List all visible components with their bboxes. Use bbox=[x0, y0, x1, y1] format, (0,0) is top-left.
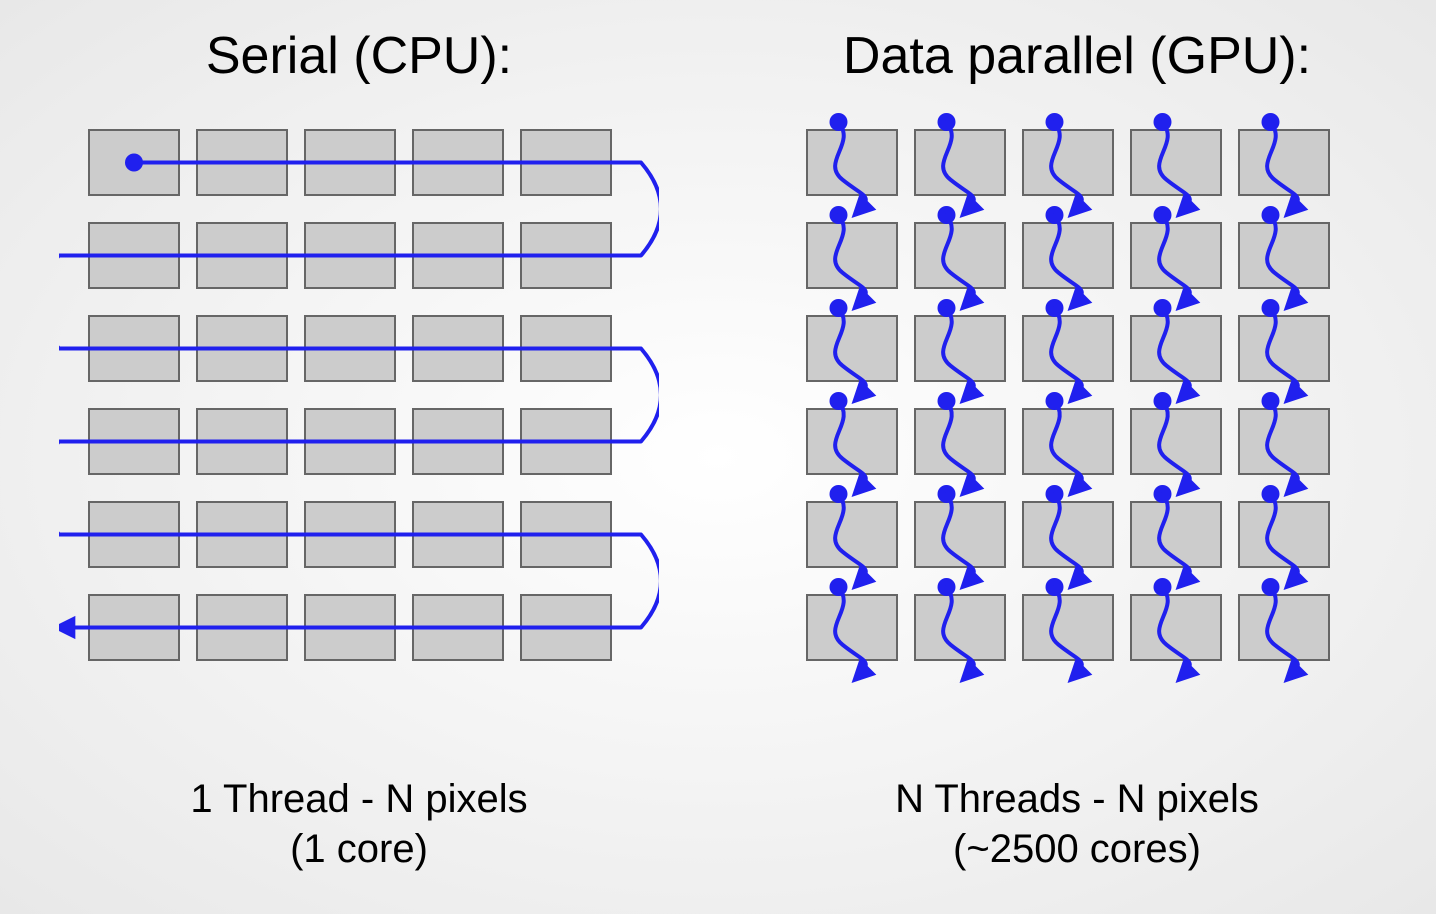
caption-parallel-line1: N Threads - N pixels bbox=[895, 777, 1259, 821]
caption-parallel-line2: (~2500 cores) bbox=[953, 827, 1201, 871]
grid-serial bbox=[59, 110, 659, 730]
caption-serial-line1: 1 Thread - N pixels bbox=[190, 777, 527, 821]
panel-parallel-gpu: Data parallel (GPU): N Threads - N pixel… bbox=[718, 0, 1436, 914]
grid-parallel bbox=[777, 110, 1377, 750]
title-parallel: Data parallel (GPU): bbox=[843, 26, 1311, 86]
diagram-root: Serial (CPU): 1 Thread - N pixels (1 cor… bbox=[0, 0, 1436, 914]
caption-serial-line2: (1 core) bbox=[290, 827, 428, 871]
caption-parallel: N Threads - N pixels (~2500 cores) bbox=[718, 774, 1436, 874]
panel-serial-cpu: Serial (CPU): 1 Thread - N pixels (1 cor… bbox=[0, 0, 718, 914]
title-serial: Serial (CPU): bbox=[206, 26, 512, 86]
caption-serial: 1 Thread - N pixels (1 core) bbox=[0, 774, 718, 874]
